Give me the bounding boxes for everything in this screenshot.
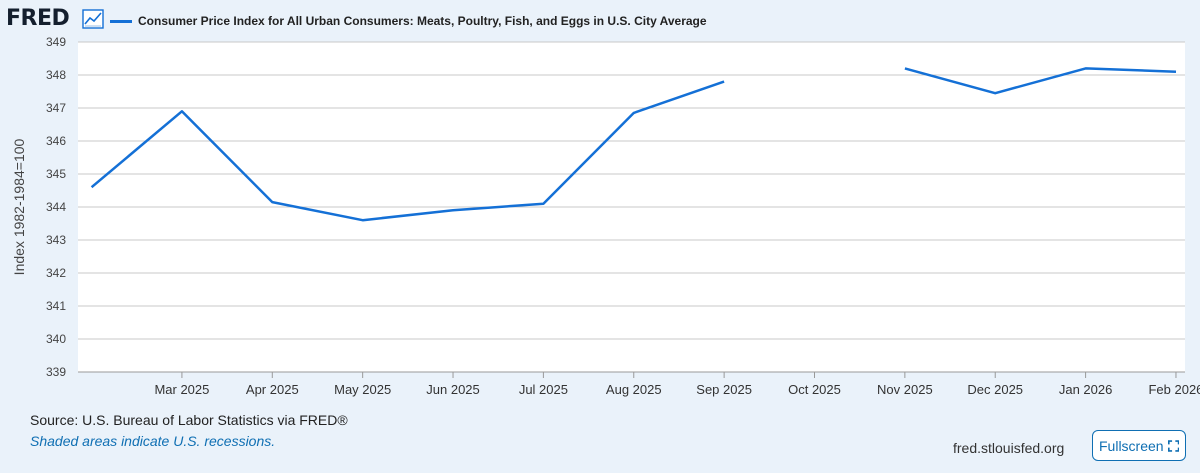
chart-header: FRED Consumer Price Index for All Urban …: [0, 0, 1200, 38]
series-line-segment: [90, 80, 725, 222]
line-chart: 339 340 341 342 343 344 345 346 347 348 349 Mar 20…: [11, 35, 1200, 397]
legend-swatch: [110, 19, 132, 23]
y-tick-label: 339: [46, 365, 66, 379]
site-link[interactable]: fred.stlouisfed.org: [953, 440, 1065, 456]
y-tick-label: 345: [46, 167, 66, 181]
y-tick-label: 343: [46, 233, 66, 247]
x-tick-label: Jun 2025: [426, 382, 480, 397]
x-tick-label: Oct 2025: [788, 382, 841, 397]
chart-legend: Consumer Price Index for All Urban Consu…: [110, 12, 707, 30]
recession-note: Shaded areas indicate U.S. recessions.: [30, 433, 276, 449]
expand-icon: [1167, 439, 1179, 452]
y-tick-label: 347: [46, 101, 66, 115]
fred-logo[interactable]: FRED: [6, 6, 70, 31]
y-tick-label: 342: [46, 266, 66, 280]
data-point[interactable]: [902, 65, 908, 71]
y-tick-label: 348: [46, 68, 66, 82]
data-point[interactable]: [179, 108, 185, 114]
y-axis-label: Index 1982-1984=100: [11, 138, 27, 275]
data-point[interactable]: [721, 79, 727, 85]
fullscreen-button[interactable]: Fullscreen: [1092, 430, 1186, 461]
x-tick-label: Jan 2026: [1059, 382, 1113, 397]
data-point[interactable]: [450, 207, 456, 213]
x-tick-label: Mar 2025: [154, 382, 209, 397]
data-point[interactable]: [1173, 69, 1179, 75]
y-tick-label: 349: [46, 35, 66, 49]
data-point[interactable]: [540, 201, 546, 207]
x-tick-label: Apr 2025: [246, 382, 299, 397]
data-point[interactable]: [360, 217, 366, 223]
data-point[interactable]: [631, 110, 637, 116]
fullscreen-label: Fullscreen: [1099, 437, 1164, 454]
y-tick-label: 341: [46, 299, 66, 313]
x-tick-label: Feb 2026: [1148, 382, 1200, 397]
source-note: Source: U.S. Bureau of Labor Statistics …: [30, 412, 348, 428]
legend-label: Consumer Price Index for All Urban Consu…: [138, 14, 707, 28]
x-tick-label: Jul 2025: [519, 382, 568, 397]
line-graph-icon: [82, 9, 104, 29]
y-tick-label: 346: [46, 134, 66, 148]
y-tick-label: 340: [46, 332, 66, 346]
x-tick-label: Aug 2025: [606, 382, 662, 397]
x-tick-label: Nov 2025: [877, 382, 933, 397]
x-tick-label: Sep 2025: [696, 382, 752, 397]
data-point[interactable]: [89, 184, 95, 190]
y-tick-label: 344: [46, 200, 66, 214]
x-tick-label: Dec 2025: [967, 382, 1023, 397]
series-line-segment: [904, 67, 1177, 95]
data-point[interactable]: [269, 199, 275, 205]
x-tick-label: May 2025: [334, 382, 391, 397]
data-point[interactable]: [1083, 65, 1089, 71]
data-point[interactable]: [992, 90, 998, 96]
